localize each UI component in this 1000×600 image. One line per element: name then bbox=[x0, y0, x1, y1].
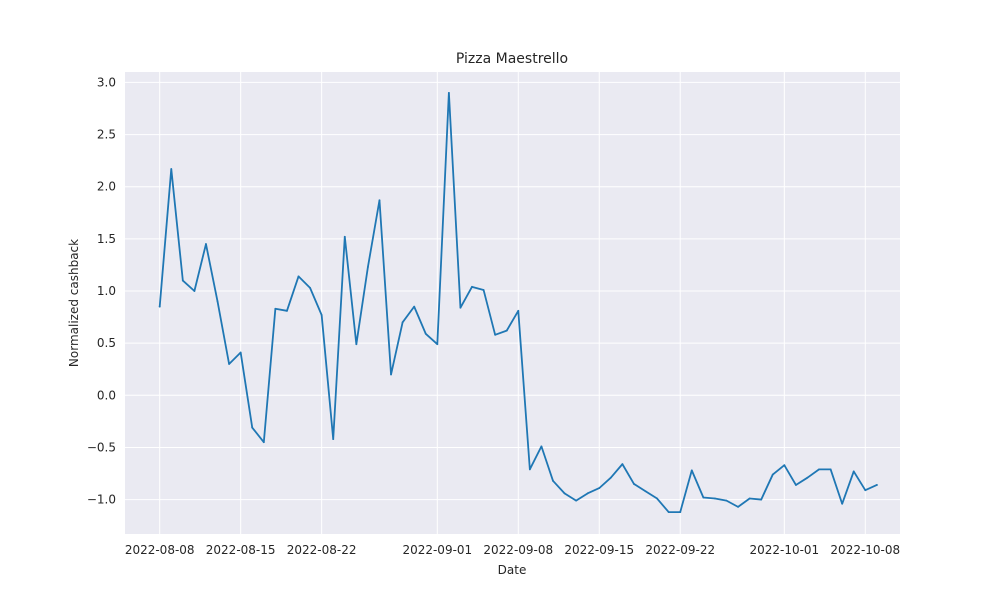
data-point bbox=[690, 469, 693, 472]
data-point bbox=[852, 470, 855, 473]
data-point bbox=[205, 243, 207, 245]
data-point bbox=[528, 468, 531, 471]
data-point bbox=[286, 309, 288, 312]
data-point bbox=[228, 363, 231, 365]
y-tick-label: 0.5 bbox=[97, 336, 116, 350]
data-point bbox=[355, 343, 358, 346]
y-tick-label: −0.5 bbox=[87, 440, 116, 454]
data-point bbox=[806, 476, 809, 479]
data-point bbox=[875, 484, 878, 486]
data-point bbox=[725, 499, 728, 502]
data-point bbox=[262, 441, 265, 444]
x-tick-label: 2022-09-01 bbox=[402, 543, 472, 557]
y-gridlines bbox=[125, 81, 900, 501]
data-point bbox=[320, 314, 323, 316]
x-tick-label: 2022-10-08 bbox=[830, 543, 900, 557]
data-point bbox=[251, 426, 254, 429]
data-point bbox=[679, 511, 682, 513]
data-point bbox=[181, 279, 184, 282]
data-point bbox=[714, 497, 716, 500]
data-point bbox=[563, 492, 566, 495]
data-point bbox=[633, 483, 635, 485]
x-tick-label: 2022-09-08 bbox=[483, 543, 553, 557]
x-tick-label: 2022-10-01 bbox=[749, 543, 819, 557]
data-point bbox=[297, 275, 300, 278]
data-point bbox=[841, 502, 844, 505]
data-point bbox=[667, 511, 670, 513]
data-point bbox=[424, 332, 427, 335]
y-tick-label: 1.5 bbox=[97, 232, 116, 246]
data-point bbox=[367, 266, 369, 268]
x-tick-label: 2022-08-08 bbox=[125, 543, 195, 557]
data-point bbox=[783, 464, 786, 467]
data-point bbox=[794, 484, 797, 486]
data-point bbox=[505, 329, 508, 332]
x-gridlines bbox=[159, 72, 866, 534]
data-point bbox=[818, 468, 820, 471]
y-axis: −1.0 −0.5 0.0 0.5 1.0 1.5 2.0 2.5 3.0 bbox=[87, 75, 116, 506]
data-point bbox=[459, 306, 462, 309]
y-tick-label: 0.0 bbox=[97, 388, 116, 402]
data-point bbox=[332, 438, 335, 440]
data-point bbox=[482, 289, 485, 291]
data-point bbox=[771, 473, 774, 476]
x-tick-label: 2022-09-22 bbox=[645, 543, 715, 557]
data-point bbox=[829, 468, 832, 471]
data-point bbox=[644, 490, 647, 493]
series-layer bbox=[158, 91, 878, 513]
data-point bbox=[274, 307, 277, 310]
x-tick-label: 2022-08-22 bbox=[287, 543, 357, 557]
data-point bbox=[748, 497, 751, 500]
data-point bbox=[158, 305, 161, 308]
plot-area bbox=[125, 72, 900, 534]
data-point bbox=[656, 497, 658, 500]
data-point bbox=[609, 476, 612, 479]
data-point bbox=[401, 321, 404, 324]
y-tick-label: −1.0 bbox=[87, 493, 116, 507]
data-point bbox=[540, 445, 543, 448]
data-point bbox=[864, 489, 867, 492]
x-axis-label: Date bbox=[498, 563, 527, 577]
chart-title: Pizza Maestrello bbox=[456, 51, 568, 67]
x-tick-label: 2022-08-15 bbox=[206, 543, 276, 557]
y-tick-label: 2.5 bbox=[97, 128, 116, 142]
data-point bbox=[621, 463, 624, 466]
data-point bbox=[170, 168, 173, 170]
data-point bbox=[193, 290, 196, 292]
y-tick-label: 3.0 bbox=[97, 75, 116, 89]
data-point bbox=[494, 333, 497, 336]
data-point bbox=[239, 351, 242, 354]
x-tick-label: 2022-09-15 bbox=[564, 543, 634, 557]
data-point bbox=[517, 309, 520, 312]
y-tick-label: 1.0 bbox=[97, 284, 116, 298]
data-point bbox=[737, 505, 739, 508]
data-point bbox=[575, 499, 578, 502]
data-point bbox=[390, 373, 392, 376]
data-point bbox=[586, 492, 589, 495]
data-point bbox=[471, 285, 473, 288]
data-point bbox=[309, 286, 311, 289]
data-point bbox=[413, 305, 416, 308]
data-point bbox=[552, 479, 554, 482]
data-point bbox=[760, 498, 763, 501]
data-point bbox=[447, 91, 450, 94]
data-point bbox=[436, 343, 439, 346]
y-axis-label: Normalized cashback bbox=[67, 239, 81, 367]
data-point bbox=[378, 199, 381, 202]
data-point bbox=[702, 496, 705, 499]
data-point bbox=[343, 235, 346, 238]
data-point bbox=[216, 300, 219, 303]
data-point bbox=[598, 487, 601, 490]
x-axis: 2022-08-08 2022-08-15 2022-08-22 2022-09-01… bbox=[125, 543, 900, 557]
y-tick-label: 2.0 bbox=[97, 180, 116, 194]
